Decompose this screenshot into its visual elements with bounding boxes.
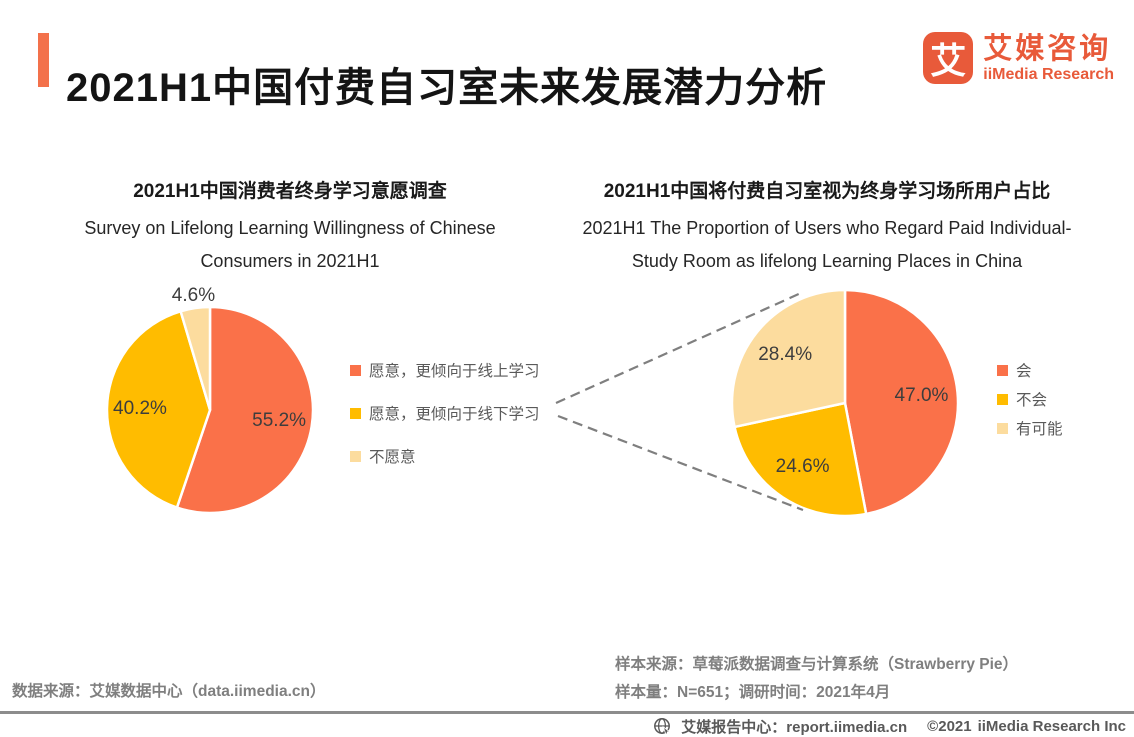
footer-company: iiMedia Research Inc [977, 718, 1126, 735]
sample-size-note: 样本量：N=651；调研时间：2021年4月 [615, 684, 891, 701]
globe-cursor-icon [654, 717, 672, 736]
left-chart-title-en-line1: Survey on Lifelong Learning Willingness … [84, 218, 496, 238]
title-accent-bar [38, 33, 49, 87]
pie-value-label: 24.6% [775, 456, 830, 478]
legend-marker-icon [350, 364, 361, 376]
legend-marker-icon [350, 450, 361, 462]
data-source-note: 数据来源：艾媒数据中心（data.iimedia.cn） [12, 683, 326, 700]
left-pie-legend: 愿意，更倾向于线上学习 愿意，更倾向于线下学习 不愿意 [350, 360, 540, 466]
pie-value-label: 40.2% [113, 397, 167, 419]
logo-name-en: iiMedia Research [983, 66, 1114, 83]
right-chart-title-en-line2: Study Room as lifelong Learning Places i… [631, 251, 1023, 271]
legend-label: 不愿意 [369, 449, 416, 466]
logo-name-cn: 艾媒咨询 [983, 33, 1112, 65]
right-chart-title-cn: 2021H1中国将付费自习室视为终身学习场所用户占比 [603, 181, 1051, 202]
sample-source-note: 样本来源：草莓派数据调查与计算系统（Strawberry Pie） [615, 656, 1019, 673]
legend-label: 愿意，更倾向于线上学习 [369, 363, 540, 380]
legend-marker-icon [350, 407, 361, 419]
pie-slice-2 [179, 305, 212, 412]
legend-marker-icon [997, 422, 1008, 434]
iimedia-logo-mark-icon: 艾 [923, 32, 974, 84]
footer-report-center: 艾媒报告中心：report.iimedia.cn [681, 719, 908, 736]
legend-label: 会 [1016, 363, 1032, 380]
legend-item: 会 [997, 360, 1063, 380]
iimedia-logo: 艾 艾媒咨询 iiMedia Research [923, 32, 1114, 84]
legend-marker-icon [997, 393, 1008, 405]
pie-value-label: 47.0% [894, 384, 949, 406]
legend-item: 不会 [997, 389, 1063, 409]
footer-copyright: ©2021 [927, 718, 972, 735]
right-pie-legend: 会不会 有可能 [997, 360, 1063, 438]
right-pie-chart: 47.0% 24.6% 28.4% [720, 278, 970, 528]
left-chart-title-cn: 2021H1中国消费者终身学习意愿调查 [133, 181, 447, 202]
right-chart-title-en-line1: 2021H1 The Proportion of Users who Regar… [582, 218, 1072, 238]
legend-item: 不愿意 [350, 446, 540, 466]
footer-divider [0, 711, 1134, 714]
pie-value-label: 55.2% [252, 410, 307, 432]
left-pie-chart: 55.2% 40.2% 4.6% [95, 275, 325, 525]
left-pie-svg [105, 305, 315, 515]
legend-label: 愿意，更倾向于线下学习 [369, 406, 540, 423]
page-title: 2021H1中国付费自习室未来发展潜力分析 [66, 65, 828, 110]
left-chart-title-en-line2: Consumers in 2021H1 [200, 251, 380, 271]
legend-item: 愿意，更倾向于线上学习 [350, 360, 540, 380]
pie-slice-1 [105, 310, 212, 509]
legend-item: 愿意，更倾向于线下学习 [350, 403, 540, 423]
pie-value-label: 28.4% [758, 343, 813, 365]
footer-bar: 艾媒报告中心：report.iimedia.cn ©2021 iiMedia R… [653, 716, 1126, 737]
left-chart-header: 2021H1中国消费者终身学习意愿调查 Survey on Lifelong L… [40, 176, 540, 278]
legend-label: 有可能 [1016, 421, 1063, 438]
right-chart-header: 2021H1中国将付费自习室视为终身学习场所用户占比 2021H1 The Pr… [538, 176, 1116, 278]
pie-slice-0 [843, 288, 960, 516]
legend-item: 有可能 [997, 418, 1063, 438]
legend-label: 不会 [1016, 392, 1048, 409]
legend-marker-icon [997, 364, 1008, 376]
pie-value-label: 4.6% [171, 285, 216, 307]
